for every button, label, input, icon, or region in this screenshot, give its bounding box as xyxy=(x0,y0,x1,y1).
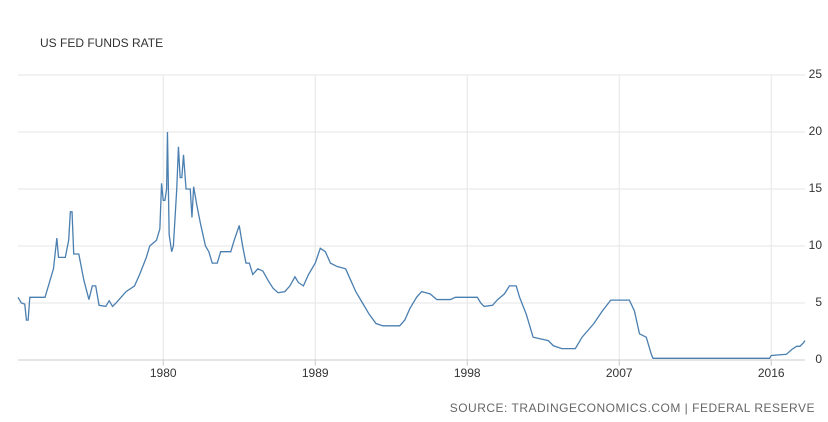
line-series xyxy=(17,131,806,359)
source: SOURCE: TRADINGECONOMICS.COM | FEDERAL R… xyxy=(450,401,815,415)
x-tick-label: 1989 xyxy=(302,366,329,380)
y-tick-label: 15 xyxy=(809,181,823,195)
x-tick-label: 2016 xyxy=(758,366,785,380)
chart-title: US FED FUNDS RATE xyxy=(40,36,163,50)
x-tick-label: 2007 xyxy=(606,366,633,380)
y-tick-label: 5 xyxy=(815,295,822,309)
y-tick-label: 20 xyxy=(809,124,823,138)
y-tick-label: 0 xyxy=(815,352,822,366)
y-tick-label: 25 xyxy=(809,67,823,81)
x-tick-label: 1980 xyxy=(150,366,177,380)
y-tick-label: 10 xyxy=(809,238,823,252)
x-tick-label: 1998 xyxy=(454,366,481,380)
